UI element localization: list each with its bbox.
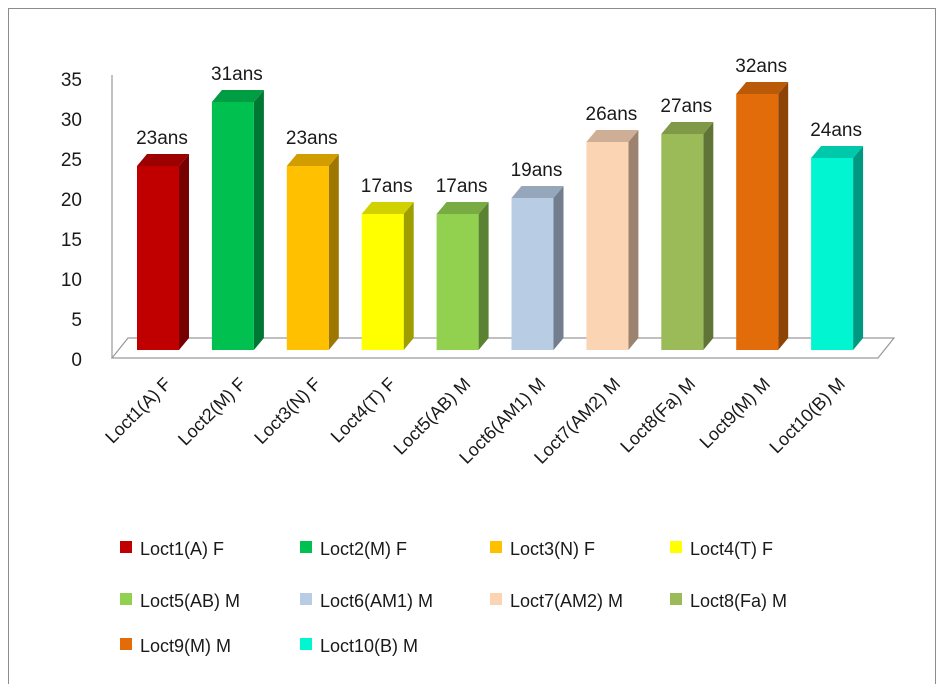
x-tick-label: Loct10(B) M (765, 374, 848, 457)
legend-swatch (120, 541, 132, 553)
bar-side-face (553, 186, 564, 350)
bar-front-face (661, 134, 704, 350)
data-label: 19ans (511, 160, 563, 181)
data-label: 24ans (810, 120, 862, 141)
legend-item: Loct2(M) F (300, 539, 407, 559)
x-tick-label: Loct2(M) F (174, 374, 250, 450)
bar-side-face (328, 154, 339, 350)
data-label: 32ans (735, 56, 787, 77)
legend-label: Loct9(M) M (140, 636, 231, 656)
bar-front-face (211, 102, 254, 350)
data-label: 17ans (361, 176, 413, 197)
legend-item: Loct4(T) F (670, 539, 773, 559)
legend-swatch (120, 638, 132, 650)
bar-side-face (253, 90, 264, 350)
bar-top-face (436, 202, 489, 214)
bar (586, 130, 639, 350)
bar-front-face (736, 94, 779, 350)
legend-label: Loct6(AM1) M (320, 591, 433, 611)
bar (511, 186, 564, 350)
legend-label: Loct5(AB) M (140, 591, 240, 611)
bar-top-face (811, 146, 864, 158)
bar-side-face (628, 130, 639, 350)
bar (736, 82, 789, 350)
bar (811, 146, 864, 350)
data-label: 23ans (136, 128, 188, 149)
legend-item: Loct3(N) F (490, 539, 595, 559)
legend-swatch (670, 541, 682, 553)
y-tick-label: 30 (61, 110, 82, 131)
legend-label: Loct7(AM2) M (510, 591, 623, 611)
bar-top-face (661, 122, 714, 134)
legend-item: Loct6(AM1) M (300, 591, 433, 611)
bar (661, 122, 714, 350)
legend-swatch (300, 593, 312, 605)
x-tick-label: Loct8(Fa) M (616, 374, 699, 457)
data-label: 26ans (586, 104, 638, 125)
bar-front-face (511, 198, 554, 350)
legend-swatch (490, 541, 502, 553)
bar-side-face (403, 202, 414, 350)
data-label: 23ans (286, 128, 338, 149)
bar (211, 90, 264, 350)
legend-swatch (300, 638, 312, 650)
x-tick-label: Loct9(M) M (696, 374, 774, 452)
legend-label: Loct1(A) F (140, 539, 224, 559)
legend-label: Loct8(Fa) M (690, 591, 787, 611)
bar-side-face (179, 154, 189, 350)
x-tick-label: Loct3(N) F (250, 374, 324, 448)
data-label: 31ans (211, 64, 263, 85)
legend-item: Loct5(AB) M (120, 591, 240, 611)
legend-item: Loct7(AM2) M (490, 591, 623, 611)
legend-swatch (670, 593, 682, 605)
bar-top-face (361, 202, 414, 214)
legend-swatch (120, 593, 132, 605)
bar-front-face (286, 166, 329, 350)
bar-side-face (478, 202, 489, 350)
legend-label: Loct3(N) F (510, 539, 595, 559)
legend-item: Loct8(Fa) M (670, 591, 787, 611)
bar-top-face (511, 186, 564, 198)
bar-front-face (361, 214, 404, 350)
bar-side-face (703, 122, 714, 350)
y-tick-label: 5 (71, 310, 82, 331)
bar-front-face (137, 166, 179, 350)
y-tick-label: 15 (61, 230, 82, 251)
legend-swatch (490, 593, 502, 605)
bar-top-face (211, 90, 264, 102)
bar-top-face (137, 154, 189, 166)
legend-item: Loct10(B) M (300, 636, 418, 656)
bar (436, 202, 489, 350)
legend-label: Loct10(B) M (320, 636, 418, 656)
bar-front-face (586, 142, 629, 350)
data-label: 27ans (660, 96, 712, 117)
bar (286, 154, 339, 350)
bar-side-face (853, 146, 864, 350)
y-tick-label: 20 (61, 190, 82, 211)
bar (361, 202, 414, 350)
legend-label: Loct2(M) F (320, 539, 407, 559)
bar-front-face (811, 158, 854, 350)
legend-item: Loct1(A) F (120, 539, 224, 559)
y-tick-label: 0 (71, 350, 82, 371)
legend-swatch (300, 541, 312, 553)
legend-label: Loct4(T) F (690, 539, 773, 559)
bar-front-face (436, 214, 479, 350)
bar-side-face (778, 82, 789, 350)
bar (137, 154, 189, 350)
x-tick-label: Loct1(A) F (101, 374, 175, 448)
y-tick-label: 25 (61, 150, 82, 171)
y-tick-label: 10 (61, 270, 82, 291)
y-tick-label: 35 (61, 70, 82, 91)
bar-top-face (286, 154, 339, 166)
legend-item: Loct9(M) M (120, 636, 231, 656)
bar-top-face (736, 82, 789, 94)
x-tick-label: Loct4(T) F (327, 374, 400, 447)
bar-top-face (586, 130, 639, 142)
data-label: 17ans (436, 176, 488, 197)
